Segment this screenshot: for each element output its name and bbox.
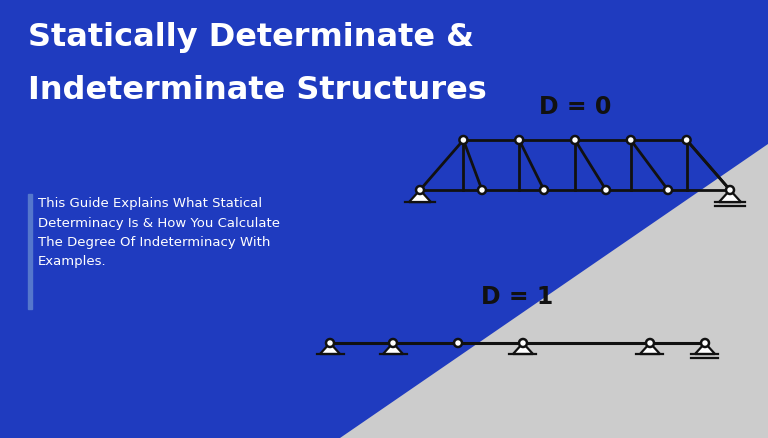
- Circle shape: [683, 137, 690, 145]
- Circle shape: [726, 187, 734, 194]
- Text: This Guide Explains What Statical
Determinacy Is & How You Calculate
The Degree : This Guide Explains What Statical Determ…: [38, 197, 280, 268]
- Circle shape: [664, 187, 672, 194]
- Circle shape: [389, 339, 397, 347]
- Text: Indeterminate Structures: Indeterminate Structures: [28, 75, 487, 106]
- Circle shape: [701, 339, 709, 347]
- Circle shape: [540, 187, 548, 194]
- Bar: [28, 194, 32, 309]
- Circle shape: [515, 137, 523, 145]
- Circle shape: [478, 187, 486, 194]
- Polygon shape: [719, 191, 741, 203]
- Circle shape: [571, 137, 579, 145]
- Circle shape: [416, 187, 424, 194]
- Circle shape: [454, 339, 462, 347]
- Circle shape: [602, 187, 610, 194]
- Circle shape: [646, 339, 654, 347]
- Circle shape: [519, 339, 527, 347]
- Text: D = 1: D = 1: [481, 284, 553, 308]
- Circle shape: [627, 137, 635, 145]
- Text: D = 0: D = 0: [539, 95, 611, 119]
- Circle shape: [326, 339, 334, 347]
- Polygon shape: [695, 343, 715, 354]
- Polygon shape: [320, 343, 340, 354]
- Polygon shape: [409, 191, 431, 203]
- Text: Statically Determinate &: Statically Determinate &: [28, 22, 474, 53]
- Polygon shape: [383, 343, 403, 354]
- Circle shape: [459, 137, 468, 145]
- Polygon shape: [513, 343, 533, 354]
- Polygon shape: [640, 343, 660, 354]
